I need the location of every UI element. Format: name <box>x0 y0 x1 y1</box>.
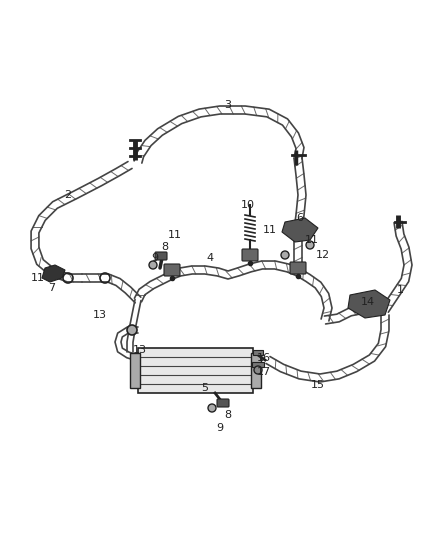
Polygon shape <box>42 265 65 282</box>
Circle shape <box>149 261 157 269</box>
Text: 13: 13 <box>93 310 107 320</box>
Bar <box>130 353 140 388</box>
FancyBboxPatch shape <box>164 264 180 276</box>
Circle shape <box>254 366 262 374</box>
Text: 1: 1 <box>396 285 403 295</box>
FancyBboxPatch shape <box>242 249 258 261</box>
FancyBboxPatch shape <box>290 262 306 274</box>
Text: 3: 3 <box>225 100 232 110</box>
Bar <box>138 348 253 393</box>
Circle shape <box>127 325 137 335</box>
Text: 10: 10 <box>241 200 255 210</box>
Text: 11: 11 <box>263 225 277 235</box>
Text: 17: 17 <box>257 367 271 377</box>
Text: 9: 9 <box>152 253 159 263</box>
Bar <box>251 353 261 388</box>
Polygon shape <box>348 290 390 318</box>
Text: 11: 11 <box>31 273 45 283</box>
Bar <box>252 362 264 367</box>
Circle shape <box>281 251 289 259</box>
Circle shape <box>306 241 314 249</box>
Bar <box>253 350 263 355</box>
Text: 7: 7 <box>49 283 56 293</box>
Text: 14: 14 <box>361 297 375 307</box>
Text: 4: 4 <box>206 253 214 263</box>
FancyBboxPatch shape <box>155 252 167 260</box>
Text: 9: 9 <box>216 423 223 433</box>
Text: 15: 15 <box>311 380 325 390</box>
Text: 2: 2 <box>64 190 71 200</box>
FancyBboxPatch shape <box>217 399 229 407</box>
Circle shape <box>208 404 216 412</box>
Text: 11: 11 <box>305 235 319 245</box>
Text: 6: 6 <box>297 213 304 223</box>
Text: 8: 8 <box>162 242 169 252</box>
Polygon shape <box>282 218 318 242</box>
Text: 8: 8 <box>224 410 232 420</box>
Text: 11: 11 <box>168 230 182 240</box>
Text: 12: 12 <box>316 250 330 260</box>
Text: 16: 16 <box>257 353 271 363</box>
Text: 13: 13 <box>133 345 147 355</box>
Text: 5: 5 <box>201 383 208 393</box>
